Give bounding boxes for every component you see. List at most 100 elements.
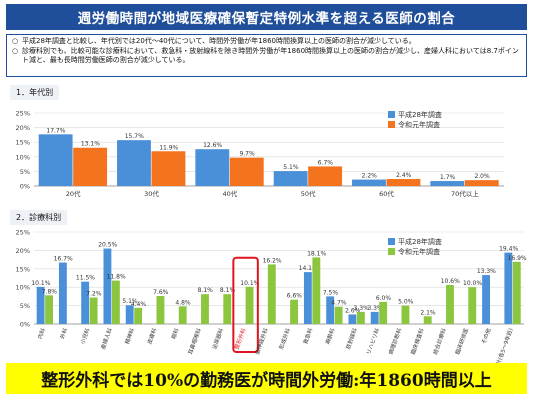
y-tick-label: 10% xyxy=(16,153,30,161)
data-label: 13.3% xyxy=(477,268,496,275)
y-tick-label: 25% xyxy=(16,229,30,237)
x-tick-label: 整形外科 xyxy=(232,326,247,350)
data-label: 3.3% xyxy=(367,305,383,312)
data-label: 18.1% xyxy=(307,250,326,257)
note-item: ○ 平成28年調査と比較し、年代別では20代〜40代について、時間外労働が年18… xyxy=(12,37,521,47)
data-label: 4.7% xyxy=(331,300,347,307)
bar xyxy=(326,296,335,324)
data-label: 2.4% xyxy=(396,172,412,179)
x-tick-label: 50代 xyxy=(301,189,316,198)
page-title: 週労働時間が地域医療確保暫定特例水準を超える医師の割合 xyxy=(6,4,527,30)
bar xyxy=(348,314,357,324)
data-label: 13.1% xyxy=(81,141,100,148)
bar xyxy=(312,257,321,324)
x-tick-label: 形成外科 xyxy=(277,326,292,350)
data-label: 5.1% xyxy=(122,298,138,305)
data-label: 20.5% xyxy=(98,242,117,249)
data-label: 16.7% xyxy=(54,256,73,263)
bar xyxy=(423,316,432,324)
data-label: 11.8% xyxy=(107,274,126,281)
bar xyxy=(103,248,112,324)
bar xyxy=(446,284,454,324)
data-label: 7.5% xyxy=(323,289,339,296)
bar xyxy=(178,306,187,324)
data-label: 9.7% xyxy=(239,151,255,158)
data-label: 1.7% xyxy=(440,174,456,181)
y-tick-label: 25% xyxy=(16,110,30,118)
data-label: 10.0% xyxy=(463,280,482,287)
legend-swatch xyxy=(388,238,395,245)
data-label: 2.2% xyxy=(362,173,378,180)
dept-section-label: 2．診療科別 xyxy=(10,210,68,225)
bar xyxy=(468,287,477,324)
data-label: 15.7% xyxy=(125,133,144,140)
highlight-box xyxy=(232,256,259,353)
y-tick-label: 0% xyxy=(20,321,30,329)
legend-swatch xyxy=(388,121,395,128)
x-tick-label: 20代 xyxy=(66,189,81,198)
bar xyxy=(267,264,276,324)
data-label: 6.7% xyxy=(318,159,334,166)
bar xyxy=(201,294,209,324)
data-label: 10.1% xyxy=(240,280,259,287)
age-section-label: 1．年代別 xyxy=(10,85,60,100)
data-label: 3.3% xyxy=(354,305,370,312)
data-label: 10.1% xyxy=(31,280,50,287)
bar xyxy=(290,299,298,324)
data-label: 6.6% xyxy=(287,293,303,300)
bar xyxy=(273,171,308,186)
data-label: 8.1% xyxy=(198,287,214,294)
data-label: 17.7% xyxy=(46,127,65,134)
data-label: 7.6% xyxy=(153,289,169,296)
legend-label: 平成28年調査 xyxy=(398,110,442,119)
x-tick-label: 内科 xyxy=(36,326,47,340)
bar xyxy=(125,305,134,324)
x-tick-label: 皮膚科 xyxy=(145,326,158,345)
bar xyxy=(151,151,186,186)
x-tick-label: リハビリ科 xyxy=(364,326,381,355)
data-label: 2.1% xyxy=(420,309,436,316)
data-label: 12.6% xyxy=(203,142,222,149)
x-tick-label: 産婦人科 xyxy=(99,326,114,350)
x-tick-label: 30代 xyxy=(144,189,159,198)
legend-label: 平成28年調査 xyxy=(398,237,442,246)
data-label: 4.8% xyxy=(175,299,191,306)
bar xyxy=(195,149,230,186)
x-tick-label: 臨床研修医 xyxy=(453,326,470,355)
y-tick-label: 20% xyxy=(16,247,30,255)
bar xyxy=(370,311,379,324)
bar xyxy=(379,301,388,324)
data-label: 5.0% xyxy=(398,299,414,306)
y-tick-label: 20% xyxy=(16,124,30,132)
bar xyxy=(36,286,45,324)
bar xyxy=(464,180,499,186)
note-item: ○ 診療科別でも、比較可能な診療科において、救急科・放射線科を除き時間外労働が年… xyxy=(12,47,521,66)
bar xyxy=(73,147,108,186)
data-label: 8.1% xyxy=(220,287,236,294)
x-tick-label: 70代以上 xyxy=(451,189,479,198)
note-text: 平成28年調査と比較し、年代別では20代〜40代について、時間外労働が年1860… xyxy=(22,37,416,45)
data-label: 7.2% xyxy=(86,291,102,298)
data-label: 14.1% xyxy=(299,265,318,272)
legend-swatch xyxy=(388,248,395,255)
note-bullet: ○ xyxy=(12,46,19,55)
bar xyxy=(303,272,312,324)
bar xyxy=(134,307,143,324)
x-tick-label: その他 xyxy=(479,326,492,345)
bar xyxy=(81,281,90,324)
data-label: 16.9% xyxy=(508,255,527,262)
bar xyxy=(111,280,120,324)
x-tick-label: 眼科 xyxy=(169,326,180,340)
legend-label: 令和元年調査 xyxy=(398,120,440,129)
data-label: 4.4% xyxy=(131,301,147,308)
bar xyxy=(334,306,343,324)
note-text: 診療科別でも、比較可能な診療科において、救急科・放射線科を除き時間外労働が年18… xyxy=(22,46,519,65)
y-tick-label: 5% xyxy=(20,168,30,176)
y-tick-label: 5% xyxy=(20,302,30,310)
bar xyxy=(401,305,410,324)
x-tick-label: 病理診断科 xyxy=(386,326,403,355)
data-label: 2.0% xyxy=(474,173,490,180)
data-label: 2.6% xyxy=(345,307,361,314)
x-tick-label: 外科 xyxy=(58,326,69,340)
data-label: 11.9% xyxy=(159,144,178,151)
